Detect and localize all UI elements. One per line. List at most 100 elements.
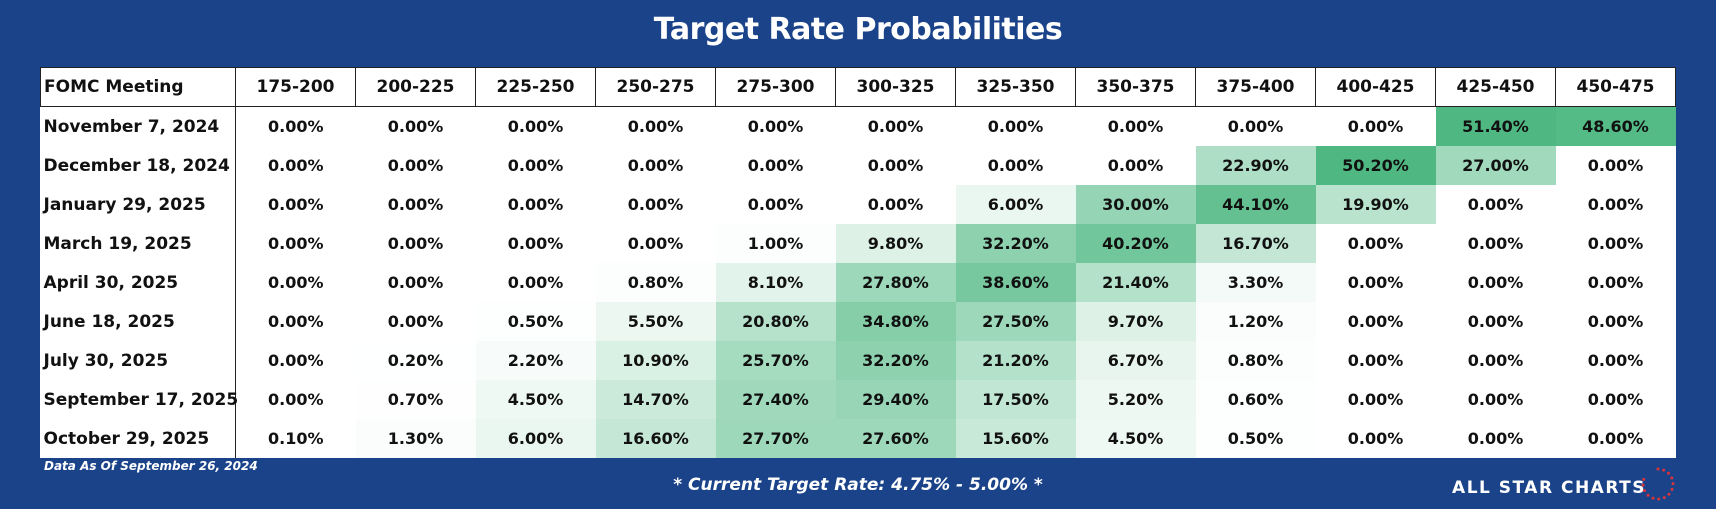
probability-cell: 0.00% bbox=[1435, 341, 1556, 380]
probability-cell: 51.40% bbox=[1435, 106, 1556, 146]
brand-ring-dot bbox=[1662, 496, 1666, 500]
probability-cell: 38.60% bbox=[955, 263, 1076, 302]
probability-cell: 0.00% bbox=[955, 146, 1076, 185]
probability-cell: 0.00% bbox=[1555, 224, 1676, 263]
column-header-rate: 350-375 bbox=[1075, 67, 1196, 107]
brand-ring-dot bbox=[1646, 493, 1650, 497]
probability-cell: 0.00% bbox=[1315, 263, 1436, 302]
probability-cell: 0.00% bbox=[235, 341, 356, 380]
probability-cell: 17.50% bbox=[955, 380, 1076, 419]
probability-cell: 0.00% bbox=[1555, 185, 1676, 224]
probability-cell: 20.80% bbox=[715, 302, 836, 341]
meeting-date-cell: July 30, 2025 bbox=[40, 341, 236, 380]
probability-cell: 0.60% bbox=[1195, 380, 1316, 419]
probability-cell: 27.70% bbox=[715, 419, 836, 458]
probability-cell: 0.00% bbox=[1435, 263, 1556, 302]
probability-cell: 6.70% bbox=[1075, 341, 1196, 380]
probability-cell: 44.10% bbox=[1195, 185, 1316, 224]
probability-cell: 0.00% bbox=[1075, 146, 1196, 185]
probability-cell: 0.00% bbox=[1315, 380, 1436, 419]
column-header-rate: 325-350 bbox=[955, 67, 1076, 107]
probability-cell: 0.00% bbox=[595, 185, 716, 224]
probability-cell: 0.20% bbox=[355, 341, 476, 380]
probability-cell: 0.00% bbox=[1315, 419, 1436, 458]
column-header-rate: 400-425 bbox=[1315, 67, 1436, 107]
probability-cell: 14.70% bbox=[595, 380, 716, 419]
probability-cell: 0.00% bbox=[1315, 224, 1436, 263]
current-target-rate-note: * Current Target Rate: 4.75% - 5.00% * bbox=[673, 475, 1043, 495]
probability-cell: 5.50% bbox=[595, 302, 716, 341]
table-row: January 29, 2025 0.00% 0.00% 0.00% 0.00% 0.00… bbox=[40, 185, 1676, 224]
probability-cell: 0.80% bbox=[1195, 341, 1316, 380]
meeting-date-cell: April 30, 2025 bbox=[40, 263, 236, 302]
probability-cell: 0.80% bbox=[595, 263, 716, 302]
probability-cell: 0.00% bbox=[835, 185, 956, 224]
probability-cell: 19.90% bbox=[1315, 185, 1436, 224]
probability-cell: 0.00% bbox=[355, 224, 476, 263]
column-header-rate: 225-250 bbox=[475, 67, 596, 107]
probability-cell: 50.20% bbox=[1315, 146, 1436, 185]
column-header-rate: 375-400 bbox=[1195, 67, 1316, 107]
probability-cell: 0.00% bbox=[1555, 302, 1676, 341]
probability-table-container: FOMC Meeting 175-200 200-225 225-250 250-27… bbox=[40, 67, 1676, 458]
probability-cell: 0.50% bbox=[475, 302, 596, 341]
brand-ring-dot bbox=[1671, 482, 1675, 486]
brand-ring-dot bbox=[1666, 471, 1670, 475]
brand-ring-dot bbox=[1670, 476, 1674, 480]
probability-cell: 25.70% bbox=[715, 341, 836, 380]
probability-cell: 22.90% bbox=[1195, 146, 1316, 185]
probability-cell: 30.00% bbox=[1075, 185, 1196, 224]
probability-cell: 0.00% bbox=[835, 146, 956, 185]
table-row: July 30, 2025 0.00% 0.20% 2.20% 10.90% 25.70%… bbox=[40, 341, 1676, 380]
table-body: November 7, 2024 0.00% 0.00% 0.00% 0.00% 0.00… bbox=[40, 106, 1676, 458]
table-row: March 19, 2025 0.00% 0.00% 0.00% 0.00% 1.00% 9… bbox=[40, 224, 1676, 263]
column-header-rate: 175-200 bbox=[235, 67, 356, 107]
probability-cell: 0.00% bbox=[1435, 224, 1556, 263]
brand-ring-dot bbox=[1643, 489, 1647, 493]
column-header-rate: 300-325 bbox=[835, 67, 956, 107]
probability-cell: 32.20% bbox=[955, 224, 1076, 263]
probability-cell: 0.00% bbox=[1315, 302, 1436, 341]
column-header-meeting: FOMC Meeting bbox=[40, 67, 236, 107]
probability-cell: 0.00% bbox=[475, 263, 596, 302]
table-row: June 18, 2025 0.00% 0.00% 0.50% 5.50% 20.80% 3… bbox=[40, 302, 1676, 341]
probability-cell: 15.60% bbox=[955, 419, 1076, 458]
probability-cell: 27.60% bbox=[835, 419, 956, 458]
probability-cell: 0.70% bbox=[355, 380, 476, 419]
probability-cell: 6.00% bbox=[955, 185, 1076, 224]
table-row: December 18, 2024 0.00% 0.00% 0.00% 0.00% 0.0… bbox=[40, 146, 1676, 185]
meeting-date-cell: December 18, 2024 bbox=[40, 146, 236, 185]
column-header-rate: 450-475 bbox=[1555, 67, 1676, 107]
probability-cell: 0.00% bbox=[1435, 302, 1556, 341]
probability-cell: 27.80% bbox=[835, 263, 956, 302]
probability-cell: 9.80% bbox=[835, 224, 956, 263]
table-row: November 7, 2024 0.00% 0.00% 0.00% 0.00% 0.00… bbox=[40, 106, 1676, 146]
meeting-date-cell: October 29, 2025 bbox=[40, 419, 236, 458]
probability-cell: 1.20% bbox=[1195, 302, 1316, 341]
probability-cell: 0.00% bbox=[1555, 146, 1676, 185]
probability-cell: 8.10% bbox=[715, 263, 836, 302]
probability-cell: 27.00% bbox=[1435, 146, 1556, 185]
data-date-note: Data As Of September 26, 2024 bbox=[44, 459, 258, 473]
probability-cell: 0.00% bbox=[235, 106, 356, 146]
probability-cell: 21.40% bbox=[1075, 263, 1196, 302]
probability-cell: 9.70% bbox=[1075, 302, 1196, 341]
probability-cell: 6.00% bbox=[475, 419, 596, 458]
probability-cell: 0.00% bbox=[1315, 106, 1436, 146]
probability-cell: 27.40% bbox=[715, 380, 836, 419]
meeting-date-cell: September 17, 2025 bbox=[40, 380, 238, 419]
probability-cell: 48.60% bbox=[1555, 106, 1676, 146]
probability-cell: 3.30% bbox=[1195, 263, 1316, 302]
table-row: September 17, 2025 0.00% 0.70% 4.50% 14.70% 2… bbox=[40, 380, 1676, 419]
probability-cell: 4.50% bbox=[475, 380, 596, 419]
meeting-date-cell: June 18, 2025 bbox=[40, 302, 236, 341]
probability-cell: 0.00% bbox=[235, 224, 356, 263]
probability-cell: 0.00% bbox=[355, 106, 476, 146]
probability-cell: 1.30% bbox=[355, 419, 476, 458]
probability-cell: 0.00% bbox=[1555, 380, 1676, 419]
probability-cell: 0.00% bbox=[1555, 419, 1676, 458]
meeting-date-cell: March 19, 2025 bbox=[40, 224, 236, 263]
probability-cell: 0.00% bbox=[475, 146, 596, 185]
meeting-date-cell: January 29, 2025 bbox=[40, 185, 236, 224]
brand-ring-dot bbox=[1662, 468, 1666, 472]
